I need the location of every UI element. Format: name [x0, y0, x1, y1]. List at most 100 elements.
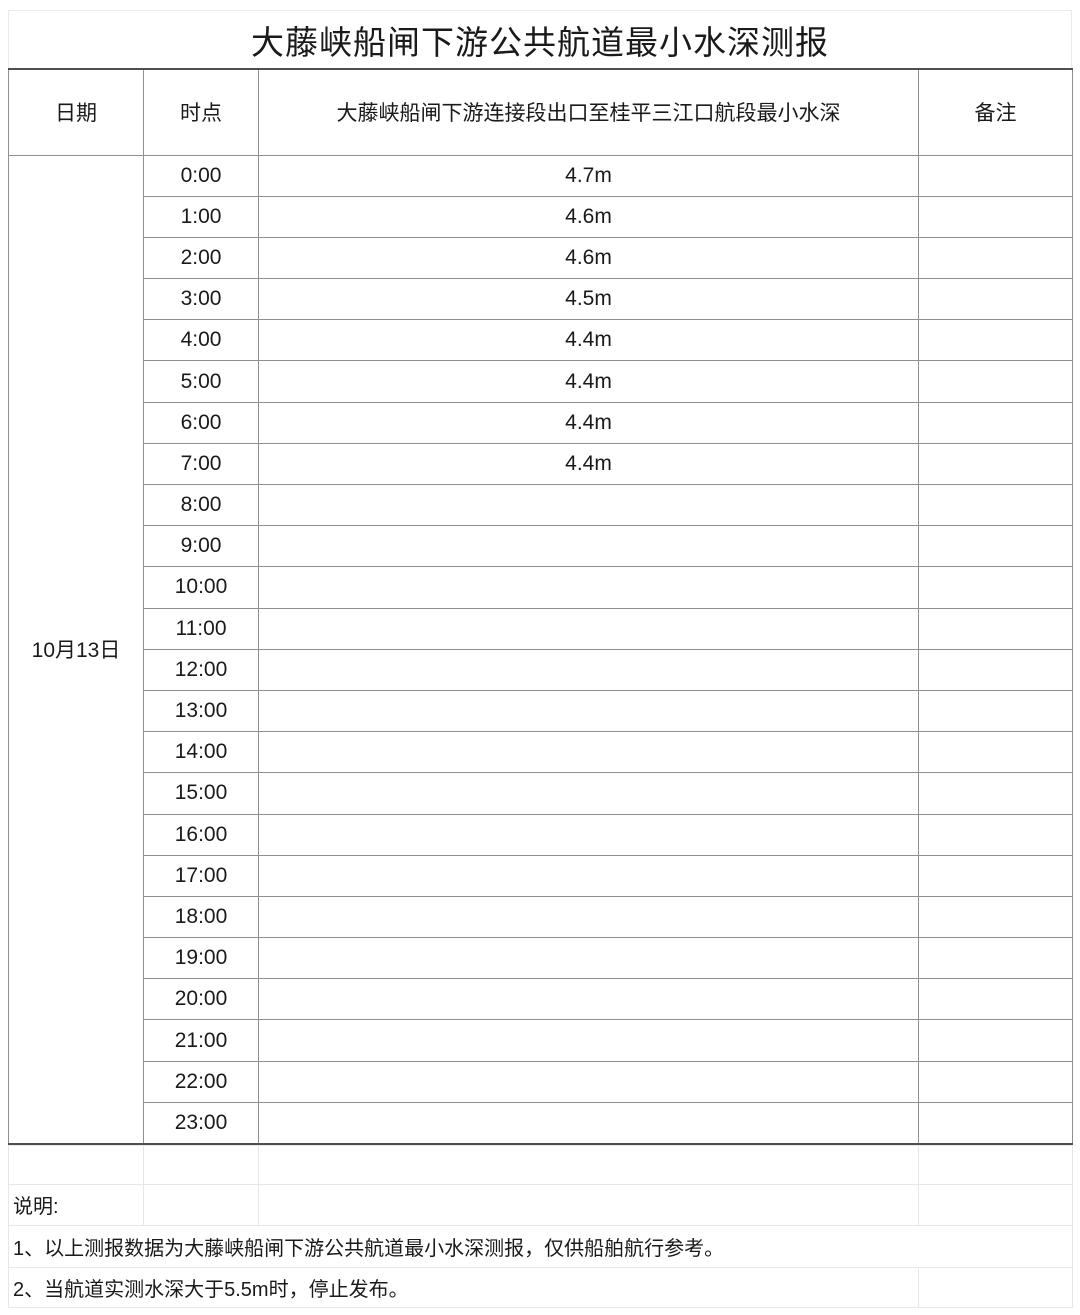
time-cell: 4:00	[143, 319, 259, 362]
depth-cell	[258, 1060, 919, 1103]
depth-cell	[258, 607, 919, 650]
remark-cell	[918, 813, 1073, 856]
remark-cell	[918, 937, 1073, 980]
time-cell: 7:00	[143, 442, 259, 486]
remark-cell	[918, 854, 1073, 897]
depth-cell	[258, 566, 919, 609]
spacer-cell	[918, 1183, 1073, 1226]
depth-cell: 4.4m	[258, 319, 919, 362]
table-row: 21:00	[9, 1019, 1073, 1062]
depth-cell: 4.4m	[258, 442, 919, 486]
remark-cell	[918, 236, 1073, 280]
remark-cell	[918, 978, 1073, 1021]
table-row: 10:00	[9, 566, 1073, 609]
depth-cell	[258, 1019, 919, 1062]
time-cell: 23:00	[143, 1101, 259, 1145]
table-row: 14:00	[9, 731, 1073, 774]
remark-cell	[918, 772, 1073, 815]
table-row: 8:00	[9, 483, 1073, 527]
table-row: 18:00	[9, 895, 1073, 939]
remark-cell	[918, 483, 1073, 527]
date-column-header: 日期	[8, 68, 144, 156]
remark-cell	[918, 1101, 1073, 1145]
table-row: 2:00 4.6m	[9, 236, 1073, 280]
time-cell: 18:00	[143, 895, 259, 939]
time-cell: 12:00	[143, 648, 259, 691]
report-title: 大藤峡船闸下游公共航道最小水深测报	[251, 23, 829, 61]
depth-cell: 4.4m	[258, 401, 919, 444]
notes-label-cell: 说明:	[8, 1183, 144, 1226]
spacer-cell	[918, 1266, 1073, 1308]
table-row: 23:00	[9, 1101, 1073, 1145]
depth-cell	[258, 772, 919, 815]
depth-cell	[258, 978, 919, 1021]
table-row: 22:00	[9, 1060, 1073, 1103]
depth-cell	[258, 483, 919, 527]
depth-column-header: 大藤峡船闸下游连接段出口至桂平三江口航段最小水深	[258, 68, 919, 156]
report-sheet: 大藤峡船闸下游公共航道最小水深测报 日期 时点 大藤峡船闸下游连接段出口至桂平三…	[8, 10, 1073, 1308]
time-cell: 5:00	[143, 360, 259, 403]
table-row: 3:00 4.5m	[9, 278, 1073, 321]
time-cell: 17:00	[143, 854, 259, 897]
time-cell: 0:00	[143, 154, 259, 197]
depth-table: 日期 时点 大藤峡船闸下游连接段出口至桂平三江口航段最小水深 备注 10月13日…	[8, 68, 1073, 1145]
time-cell: 21:00	[143, 1019, 259, 1062]
table-row: 19:00	[9, 937, 1073, 980]
depth-cell	[258, 1101, 919, 1145]
time-cell: 9:00	[143, 525, 259, 568]
table-row: 16:00	[9, 813, 1073, 856]
remark-cell	[918, 607, 1073, 650]
time-cell: 19:00	[143, 937, 259, 980]
time-cell: 2:00	[143, 236, 259, 280]
remark-cell	[918, 360, 1073, 403]
time-cell: 13:00	[143, 689, 259, 733]
spacer-cell	[258, 1144, 919, 1185]
depth-cell	[258, 854, 919, 897]
depth-cell: 4.6m	[258, 236, 919, 280]
table-row: 11:00	[9, 607, 1073, 650]
depth-cell	[258, 525, 919, 568]
remark-column-header: 备注	[918, 68, 1073, 156]
remark-cell	[918, 566, 1073, 609]
depth-cell	[258, 937, 919, 980]
remark-cell	[918, 1019, 1073, 1062]
header-row: 日期 时点 大藤峡船闸下游连接段出口至桂平三江口航段最小水深 备注	[8, 68, 1073, 156]
time-cell: 1:00	[143, 195, 259, 238]
remark-cell	[918, 319, 1073, 362]
remark-cell	[918, 895, 1073, 939]
time-cell: 6:00	[143, 401, 259, 444]
spacer-cell	[143, 1183, 259, 1226]
time-cell: 14:00	[143, 731, 259, 774]
depth-cell	[258, 648, 919, 691]
report-title-box: 大藤峡船闸下游公共航道最小水深测报	[8, 10, 1072, 68]
table-row: 10月13日 0:00 4.7m	[8, 154, 1073, 1144]
remark-cell	[918, 195, 1073, 238]
table-row: 6:00 4.4m	[9, 401, 1073, 444]
table-row: 17:00	[9, 854, 1073, 897]
note-row: 1、以上测报数据为大藤峡船闸下游公共航道最小水深测报，仅供船舶航行参考。	[8, 1224, 1073, 1268]
table-row: 5:00 4.4m	[9, 360, 1073, 403]
remark-cell	[918, 525, 1073, 568]
table-row: 15:00	[9, 772, 1073, 815]
depth-cell	[258, 895, 919, 939]
depth-cell: 4.5m	[258, 278, 919, 321]
remark-cell	[918, 1060, 1073, 1103]
time-cell: 22:00	[143, 1060, 259, 1103]
remark-cell	[918, 401, 1073, 444]
spacer-row	[8, 1144, 1073, 1185]
note-2: 2、当航道实测水深大于5.5m时，停止发布。	[8, 1266, 919, 1308]
depth-cell	[258, 731, 919, 774]
time-cell: 8:00	[143, 483, 259, 527]
table-row: 7:00 4.4m	[9, 442, 1073, 486]
remark-cell	[918, 731, 1073, 774]
depth-cell: 4.4m	[258, 360, 919, 403]
table-row: 12:00	[9, 648, 1073, 691]
spacer-cell	[258, 1183, 919, 1226]
time-cell: 16:00	[143, 813, 259, 856]
remark-cell	[918, 154, 1073, 197]
time-cell: 20:00	[143, 978, 259, 1021]
note-row: 2、当航道实测水深大于5.5m时，停止发布。	[8, 1266, 1073, 1308]
time-cell: 3:00	[143, 278, 259, 321]
depth-cell: 4.6m	[258, 195, 919, 238]
